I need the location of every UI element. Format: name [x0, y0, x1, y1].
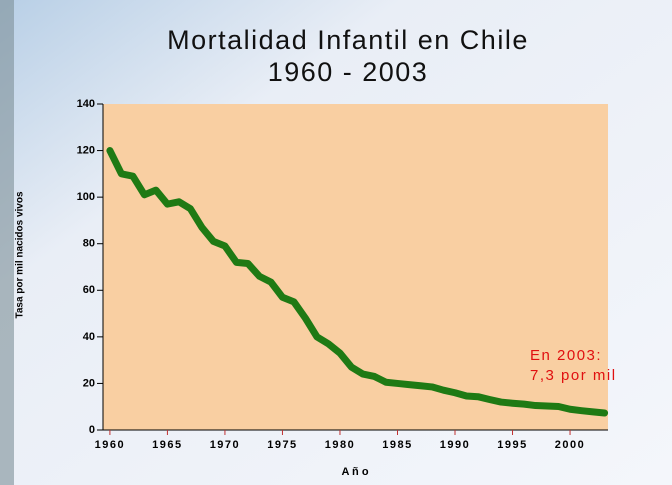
annotation: 7,3 por mil: [530, 367, 617, 384]
annotation: En 2003:: [530, 347, 602, 364]
x-tick-label: 1990: [440, 439, 470, 451]
x-tick-label: 1965: [152, 439, 182, 451]
x-tick-label: 1970: [210, 439, 240, 451]
y-tick-label: 20: [83, 377, 95, 389]
x-tick-label: 1975: [267, 439, 297, 451]
y-tick-label: 140: [77, 98, 95, 110]
data-line: [106, 147, 609, 417]
x-tick-label: 2000: [555, 439, 585, 451]
y-tick-label: 60: [83, 284, 95, 296]
y-tick-label: 0: [89, 424, 95, 436]
y-tick-label: 80: [83, 238, 95, 250]
y-tick-label: 100: [77, 191, 95, 203]
x-tick-label: 1995: [497, 439, 527, 451]
chart-title: Mortalidad Infantil en Chile: [167, 25, 529, 55]
y-tick-label: 40: [83, 331, 95, 343]
edge-image: [0, 0, 14, 485]
x-tick-label: 1985: [382, 439, 412, 451]
x-tick-label: 1960: [95, 439, 125, 451]
x-tick-label: 1980: [325, 439, 355, 451]
y-axis-label: Tasa por mil nacidos vivos: [15, 191, 26, 319]
plot-area: [103, 104, 608, 430]
chart-title: 1960 - 2003: [268, 57, 429, 87]
y-tick-label: 120: [77, 144, 95, 156]
x-axis-label: A ñ o: [341, 466, 368, 478]
